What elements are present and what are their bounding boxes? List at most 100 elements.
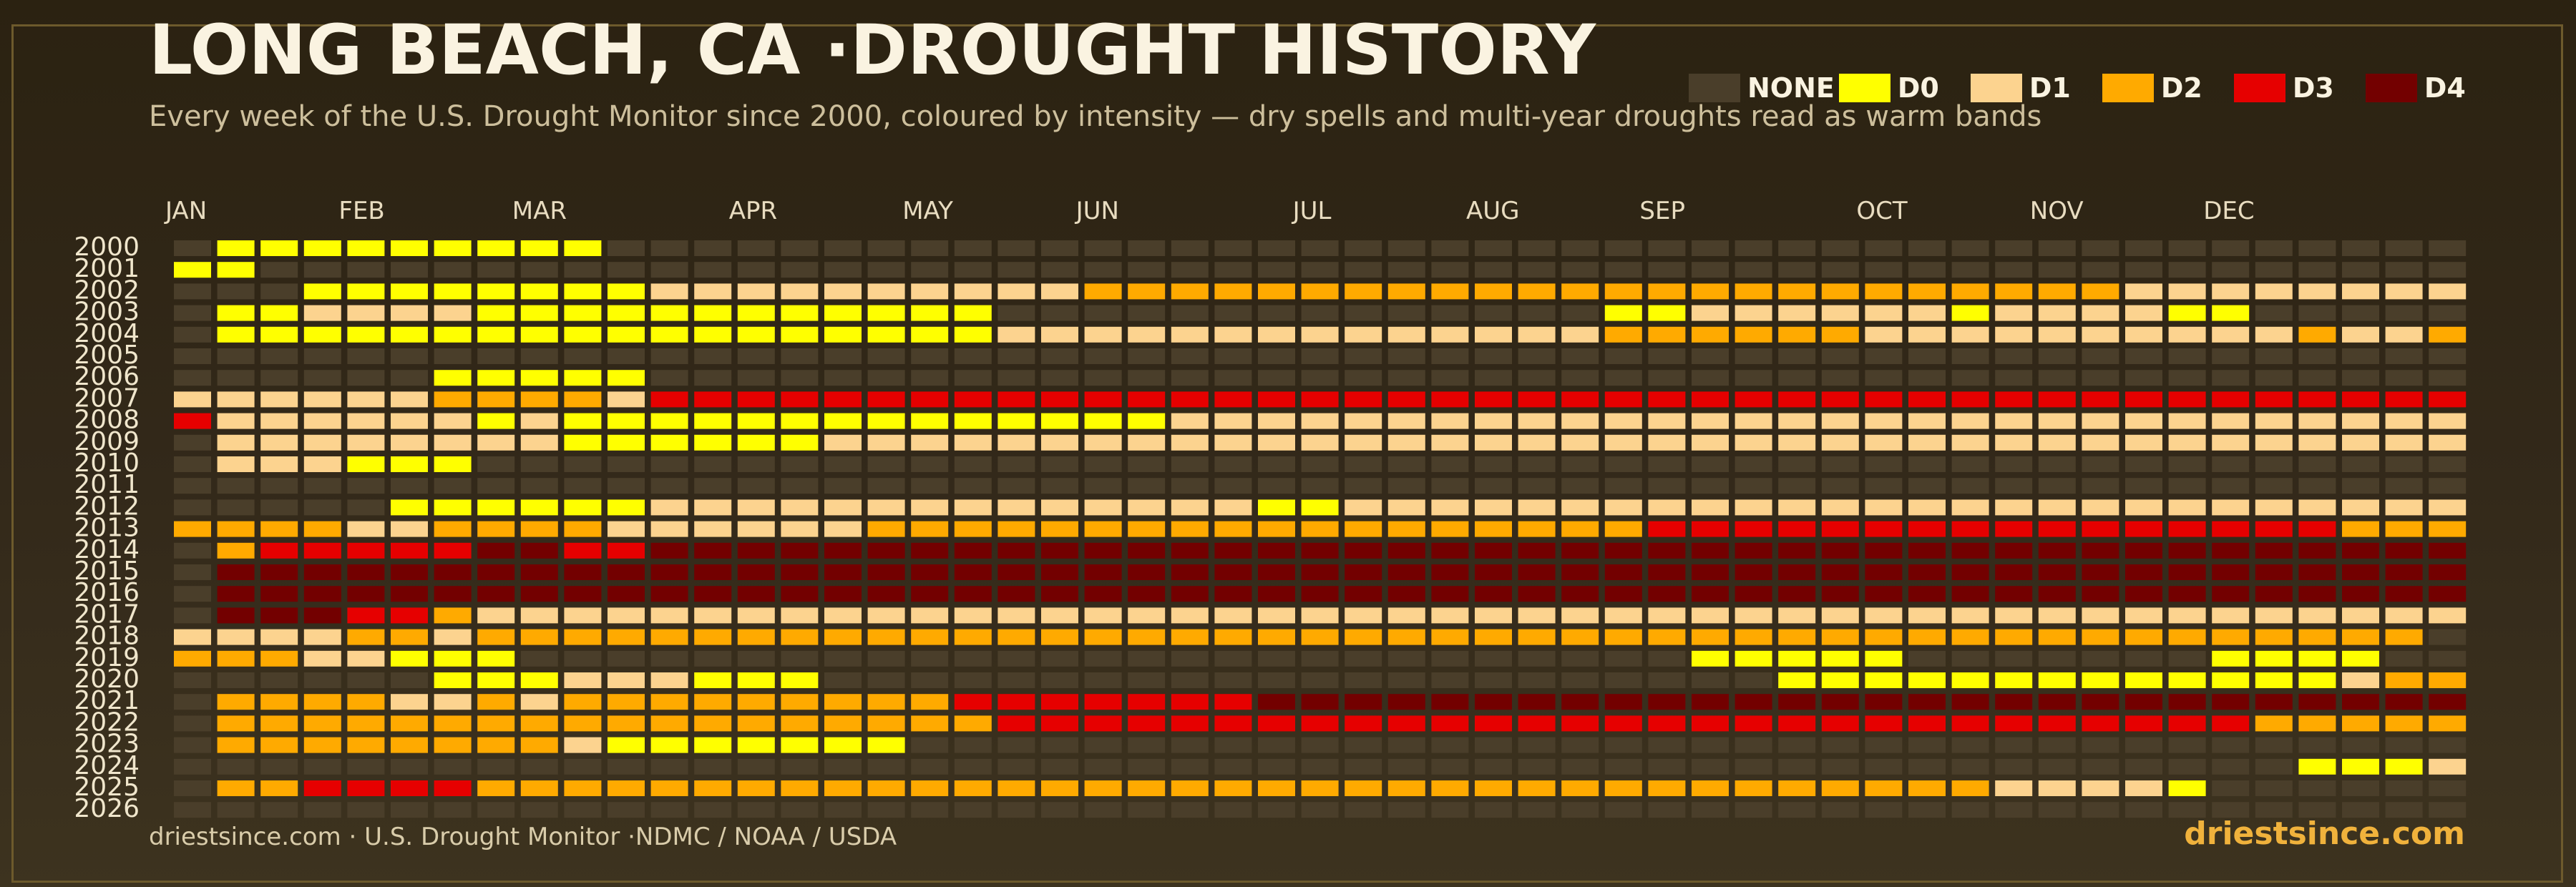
- week-cell-2000-w15-none: [781, 240, 819, 256]
- week-cell-2020-w47-d0: [2168, 672, 2206, 688]
- week-cell-2013-w3-d2: [260, 521, 298, 537]
- week-cell-2012-w46-d1: [2125, 499, 2162, 516]
- week-cell-2004-w53-d2: [2429, 326, 2467, 343]
- week-cell-2023-w20-none: [997, 737, 1035, 753]
- week-cell-2023-w8-d2: [477, 737, 515, 753]
- week-cell-2003-w53-none: [2429, 305, 2467, 321]
- week-cell-2013-w4-d2: [303, 521, 341, 537]
- week-cell-2025-w10-d2: [564, 780, 602, 796]
- week-cell-2018-w29-d2: [1387, 629, 1425, 645]
- week-cell-2017-w2-d4: [217, 607, 255, 624]
- week-cell-2006-w27-none: [1301, 370, 1339, 386]
- week-cell-2005-w47-none: [2168, 348, 2206, 364]
- month-label-may: MAY: [902, 197, 953, 225]
- week-cell-2023-w17-d0: [867, 737, 905, 753]
- week-cell-2012-w39-d1: [1821, 499, 1859, 516]
- week-cell-2011-w20-none: [997, 478, 1035, 494]
- week-cell-2019-w11-none: [608, 650, 645, 667]
- week-cell-2003-w36-d1: [1692, 305, 1729, 321]
- week-cell-2020-w37-none: [1735, 672, 1772, 688]
- week-cell-2013-w13-d1: [694, 521, 732, 537]
- week-cell-2011-w23-none: [1128, 478, 1166, 494]
- week-cell-2002-w31-d2: [1475, 283, 1512, 300]
- week-cell-2020-w26-none: [1258, 672, 1295, 688]
- week-cell-2025-w25-d2: [1214, 780, 1252, 796]
- week-cell-2013-w48-d3: [2212, 521, 2250, 537]
- week-cell-2003-w40-d1: [1865, 305, 1903, 321]
- week-cell-2012-w35-d1: [1648, 499, 1686, 516]
- week-cell-2013-w49-d3: [2255, 521, 2293, 537]
- week-cell-2018-w15-d2: [781, 629, 819, 645]
- week-cell-2025-w20-d2: [997, 780, 1035, 796]
- week-cell-2001-w52-none: [2385, 262, 2423, 278]
- week-cell-2020-w48-d0: [2212, 672, 2250, 688]
- week-cell-2005-w42-none: [1951, 348, 1989, 364]
- week-cell-2000-w10-d0: [564, 240, 602, 256]
- week-cell-2015-w3-d4: [260, 564, 298, 580]
- month-label-jul: JUL: [1292, 197, 1332, 225]
- week-cell-2021-w12-d2: [650, 694, 688, 710]
- week-cell-2024-w40-none: [1865, 758, 1903, 775]
- week-cell-2023-w29-none: [1387, 737, 1425, 753]
- week-cell-2014-w4-d3: [303, 542, 341, 559]
- week-cell-2010-w25-none: [1214, 456, 1252, 472]
- week-cell-2016-w50-d4: [2298, 586, 2336, 602]
- year-label-2024: 2024: [74, 751, 140, 780]
- week-cell-2022-w7-d2: [434, 715, 472, 732]
- week-cell-2013-w28-d2: [1345, 521, 1382, 537]
- week-cell-2012-w14-d1: [737, 499, 775, 516]
- week-cell-2007-w3-d1: [260, 391, 298, 408]
- week-cell-2011-w38-none: [1778, 478, 1816, 494]
- week-cell-2002-w30-d2: [1431, 283, 1469, 300]
- week-cell-2022-w31-d3: [1475, 715, 1512, 732]
- week-cell-2017-w34-d1: [1604, 607, 1642, 624]
- week-cell-2022-w28-d3: [1345, 715, 1382, 732]
- week-cell-2015-w52-d4: [2385, 564, 2423, 580]
- week-cell-2001-w43-none: [1995, 262, 2033, 278]
- week-cell-2016-w31-d4: [1475, 586, 1512, 602]
- week-cell-2015-w37-d4: [1735, 564, 1772, 580]
- week-cell-2002-w14-d1: [737, 283, 775, 300]
- week-cell-2012-w21-d1: [1041, 499, 1078, 516]
- week-cell-2015-w31-d4: [1475, 564, 1512, 580]
- week-cell-2015-w43-d4: [1995, 564, 2033, 580]
- week-cell-2025-w30-d2: [1431, 780, 1469, 796]
- week-cell-2017-w43-d1: [1995, 607, 2033, 624]
- week-cell-2003-w7-d1: [434, 305, 472, 321]
- week-cell-2012-w36-d1: [1692, 499, 1729, 516]
- week-cell-2012-w4-none: [303, 499, 341, 516]
- week-cell-2014-w27-d4: [1301, 542, 1339, 559]
- week-cell-2024-w5-none: [347, 758, 385, 775]
- week-cell-2025-w11-d2: [608, 780, 645, 796]
- week-cell-2011-w39-none: [1821, 478, 1859, 494]
- week-cell-2007-w35-d3: [1648, 391, 1686, 408]
- week-cell-2016-w49-d4: [2255, 586, 2293, 602]
- week-cell-2022-w27-d3: [1301, 715, 1339, 732]
- week-cell-2023-w49-none: [2255, 737, 2293, 753]
- week-cell-2010-w18-none: [911, 456, 949, 472]
- week-cell-2026-w17-none: [867, 802, 905, 818]
- week-cell-2017-w19-d1: [954, 607, 992, 624]
- week-cell-2024-w20-none: [997, 758, 1035, 775]
- week-cell-2014-w14-d4: [737, 542, 775, 559]
- week-cell-2014-w19-d4: [954, 542, 992, 559]
- week-cell-2005-w30-none: [1431, 348, 1469, 364]
- week-cell-2018-w52-d2: [2385, 629, 2423, 645]
- week-cell-2023-w1-none: [174, 737, 211, 753]
- week-cell-2015-w28-d4: [1345, 564, 1382, 580]
- legend-swatch-none: [1689, 74, 1740, 102]
- week-cell-2007-w50-d3: [2298, 391, 2336, 408]
- week-cell-2016-w33-d4: [1561, 586, 1599, 602]
- week-cell-2010-w30-none: [1431, 456, 1469, 472]
- week-cell-2002-w39-d2: [1821, 283, 1859, 300]
- week-cell-2004-w32-d1: [1518, 326, 1556, 343]
- week-cell-2010-w41-none: [1908, 456, 1946, 472]
- week-cell-2014-w45-d4: [2082, 542, 2119, 559]
- week-cell-2017-w12-d1: [650, 607, 688, 624]
- week-cell-2006-w49-none: [2255, 370, 2293, 386]
- week-cell-2024-w41-none: [1908, 758, 1946, 775]
- week-cell-2008-w36-d1: [1692, 413, 1729, 429]
- week-cell-2011-w24-none: [1171, 478, 1209, 494]
- week-cell-2021-w3-d2: [260, 694, 298, 710]
- week-cell-2012-w37-d1: [1735, 499, 1772, 516]
